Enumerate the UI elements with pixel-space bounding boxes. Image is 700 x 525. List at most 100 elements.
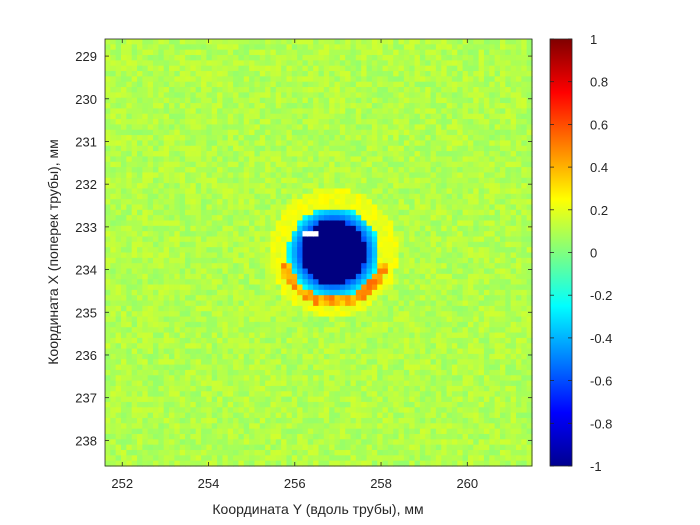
heatmap-cell <box>222 295 229 302</box>
heatmap-cell <box>398 348 405 355</box>
heatmap-cell <box>323 188 330 195</box>
heatmap-cell <box>302 423 309 430</box>
heatmap-cell <box>243 311 250 318</box>
heatmap-cell <box>233 97 240 104</box>
heatmap-cell <box>206 247 213 254</box>
heatmap-cell <box>195 268 202 275</box>
heatmap-cell <box>430 257 437 264</box>
heatmap-cell <box>275 65 282 72</box>
heatmap-cell <box>195 92 202 99</box>
heatmap-cell <box>201 97 208 104</box>
heatmap-cell <box>238 428 245 435</box>
heatmap-cell <box>414 220 421 227</box>
heatmap-cell <box>371 71 378 77</box>
heatmap-cell <box>131 417 138 424</box>
heatmap-cell <box>419 215 426 222</box>
heatmap-cell <box>270 257 277 264</box>
heatmap-cell <box>414 215 421 222</box>
heatmap-cell <box>227 407 234 414</box>
heatmap-cell <box>190 439 197 446</box>
heatmap-cell <box>163 81 170 88</box>
heatmap-cell <box>115 300 122 307</box>
heatmap-cell <box>355 321 362 328</box>
heatmap-cell <box>238 268 245 275</box>
heatmap-cell <box>366 71 373 77</box>
heatmap-cell <box>126 161 133 168</box>
heatmap-cell <box>222 193 229 200</box>
heatmap-cell <box>110 316 117 323</box>
heatmap-cell <box>270 268 277 275</box>
heatmap-cell <box>115 71 122 77</box>
heatmap-cell <box>318 385 325 392</box>
heatmap-cell <box>366 337 373 344</box>
heatmap-cell <box>377 263 384 270</box>
heatmap-cell <box>206 337 213 344</box>
heatmap-cell <box>409 343 416 350</box>
heatmap-cell <box>414 327 421 334</box>
heatmap-cell <box>313 49 320 56</box>
heatmap-cell <box>339 284 346 291</box>
heatmap-cell <box>419 433 426 440</box>
heatmap-cell <box>291 433 298 440</box>
heatmap-cell <box>281 92 288 99</box>
heatmap-cell <box>377 300 384 307</box>
heatmap-cell <box>185 92 191 99</box>
heatmap-cell <box>259 401 266 408</box>
heatmap-cell <box>323 247 330 254</box>
heatmap-cell <box>430 204 437 211</box>
heatmap-cell <box>131 231 138 238</box>
heatmap-cell <box>174 268 181 275</box>
heatmap-cell <box>419 348 426 355</box>
heatmap-cell <box>334 60 341 67</box>
heatmap-cell <box>345 391 352 398</box>
heatmap-cell <box>211 81 218 88</box>
heatmap-cell <box>313 172 320 179</box>
heatmap-cell <box>318 124 325 131</box>
heatmap-cell <box>238 177 245 184</box>
heatmap-cell <box>302 428 309 435</box>
heatmap-cell <box>297 412 304 419</box>
heatmap-cell <box>158 455 165 462</box>
heatmap-cell <box>275 263 282 270</box>
heatmap-cell <box>313 311 320 318</box>
heatmap-cell <box>393 60 400 67</box>
heatmap-cell <box>121 385 127 392</box>
heatmap-cell <box>297 108 304 115</box>
heatmap-cell <box>233 369 240 376</box>
heatmap-cell <box>414 204 421 211</box>
heatmap-cell <box>398 305 405 312</box>
heatmap-cell <box>227 156 234 163</box>
heatmap-cell <box>217 103 224 109</box>
heatmap-cell <box>217 380 224 387</box>
heatmap-cell <box>227 327 234 334</box>
heatmap-cell <box>430 380 437 387</box>
heatmap-cell <box>382 97 389 104</box>
heatmap-cell <box>275 444 282 451</box>
heatmap-cell <box>206 39 213 45</box>
heatmap-cell <box>222 103 229 109</box>
heatmap-cell <box>190 385 197 392</box>
heatmap-cell <box>105 407 111 414</box>
heatmap-cell <box>307 60 314 67</box>
heatmap-cell <box>291 396 298 403</box>
heatmap-cell <box>206 220 213 227</box>
heatmap-cell <box>387 209 394 216</box>
heatmap-cell <box>115 327 122 334</box>
heatmap-cell <box>110 348 117 355</box>
heatmap-cell <box>286 225 293 232</box>
heatmap-cell <box>318 252 325 259</box>
heatmap-cell <box>190 327 197 334</box>
heatmap-cell <box>281 449 288 456</box>
heatmap-cell <box>233 225 240 232</box>
heatmap-cell <box>419 263 426 270</box>
heatmap-cell <box>398 81 405 88</box>
heatmap-cell <box>345 247 352 254</box>
heatmap-cell <box>259 113 266 120</box>
heatmap-cell <box>153 135 159 142</box>
heatmap-cell <box>195 103 202 109</box>
heatmap-cell <box>131 97 138 104</box>
heatmap-cell <box>361 252 368 259</box>
heatmap-cell <box>414 60 421 67</box>
heatmap-cell <box>355 113 362 120</box>
heatmap-cell <box>430 444 437 451</box>
